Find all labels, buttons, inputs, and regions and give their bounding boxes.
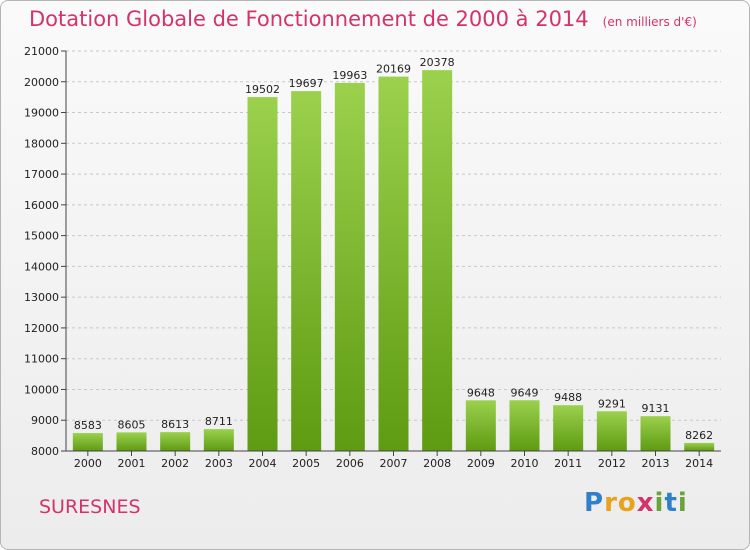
logo-letter: i (654, 488, 665, 518)
x-tick-label: 2001 (118, 457, 146, 470)
y-tick-label: 9000 (31, 414, 59, 427)
chart-title: Dotation Globale de Fonctionnement de 20… (29, 7, 697, 31)
y-tick-label: 15000 (24, 230, 59, 243)
x-tick-label: 2004 (249, 457, 277, 470)
bar (684, 442, 715, 451)
x-tick-label: 2002 (161, 457, 189, 470)
x-tick-label: 2010 (511, 457, 539, 470)
data-label: 8711 (205, 415, 233, 428)
chart-title-text: Dotation Globale de Fonctionnement de 20… (29, 7, 589, 31)
x-tick-label: 2013 (642, 457, 670, 470)
logo-letter: t (664, 488, 678, 518)
y-tick-label: 18000 (24, 137, 59, 150)
data-label: 9488 (554, 391, 582, 404)
grid-lines (66, 50, 721, 421)
y-tick-label: 14000 (24, 260, 59, 273)
data-label: 19697 (289, 77, 324, 90)
data-label: 8262 (685, 429, 713, 442)
x-tick-label: 2011 (554, 457, 582, 470)
bar (72, 433, 103, 451)
bars (72, 70, 715, 452)
y-tick-label: 8000 (31, 445, 59, 458)
logo-letter: r (604, 488, 618, 518)
y-tick-label: 10000 (24, 383, 59, 396)
y-tick-label: 21000 (24, 45, 59, 58)
axes (61, 50, 721, 456)
data-label: 19502 (245, 83, 280, 96)
bar (465, 400, 496, 451)
y-tick-label: 20000 (24, 76, 59, 89)
x-tick-label: 2014 (685, 457, 713, 470)
bar (422, 70, 453, 451)
data-label: 8583 (74, 419, 102, 432)
logo-letter: o (617, 488, 637, 518)
data-label: 20169 (376, 63, 411, 76)
x-tick-label: 2007 (380, 457, 408, 470)
place-name: SURESNES (39, 496, 141, 518)
bar (247, 97, 278, 451)
x-tick-label: 2012 (598, 457, 626, 470)
y-tick-label: 16000 (24, 199, 59, 212)
data-label: 9648 (467, 386, 495, 399)
data-label: 8613 (161, 418, 189, 431)
bar (378, 76, 409, 452)
bar (553, 405, 584, 451)
x-tick-label: 2003 (205, 457, 233, 470)
data-label: 19963 (332, 69, 367, 82)
y-tick-label: 13000 (24, 291, 59, 304)
data-label: 8605 (118, 418, 146, 431)
labels: 8000 9000 10000 11000 12000 13000 14000 15000 16… (24, 45, 713, 470)
logo-letter: P (584, 488, 605, 518)
bar (640, 416, 671, 451)
chart-subtitle: (en milliers d'€) (602, 15, 697, 29)
data-label: 9649 (511, 386, 539, 399)
x-tick-label: 2000 (74, 457, 102, 470)
bar (334, 82, 365, 452)
x-tick-label: 2006 (336, 457, 364, 470)
bar (203, 429, 234, 451)
x-tick-label: 2009 (467, 457, 495, 470)
y-tick-label: 12000 (24, 322, 59, 335)
y-tick-label: 11000 (24, 353, 59, 366)
x-tick-label: 2005 (292, 457, 320, 470)
bar (291, 91, 322, 451)
data-label: 9131 (642, 402, 670, 415)
y-tick-label: 17000 (24, 168, 59, 181)
y-tick-label: 19000 (24, 107, 59, 120)
bar (116, 432, 147, 451)
bar (509, 400, 540, 451)
data-label: 9291 (598, 397, 626, 410)
bar (596, 411, 627, 451)
proxiti-logo: Proxiti (584, 488, 688, 518)
logo-letter: x (636, 488, 655, 518)
data-label: 20378 (420, 56, 455, 69)
bar (160, 432, 191, 451)
x-tick-label: 2008 (423, 457, 451, 470)
logo-letter: i (677, 488, 688, 518)
